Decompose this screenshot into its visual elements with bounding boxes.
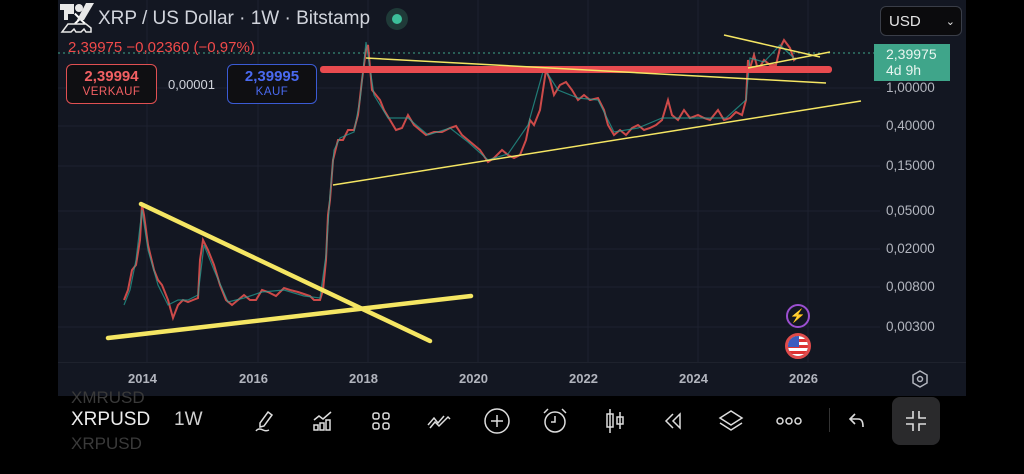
symbol-picker[interactable]: XRPUSD	[71, 409, 151, 430]
price-axis-label: 1,00000	[886, 80, 935, 95]
symbol-picker-prev[interactable]: XMRUSD	[71, 388, 145, 407]
last-price: 2,39975	[886, 46, 937, 62]
buy-button[interactable]: 2,39995 KAUF	[227, 64, 317, 104]
price-axis-label: 0,00800	[886, 279, 935, 294]
candlestick-plot[interactable]	[58, 0, 880, 362]
interval-picker[interactable]: 1W	[174, 409, 203, 430]
plus-circle-icon	[484, 408, 510, 434]
more-dots-icon	[776, 417, 802, 425]
tradingview-logo-icon[interactable]	[58, 0, 96, 34]
time-axis[interactable]	[58, 362, 966, 396]
templates-button[interactable]	[364, 404, 398, 438]
price-axis-label: 0,02000	[886, 241, 935, 256]
time-axis-label: 2020	[459, 371, 488, 386]
currency-dropdown[interactable]: USD ⌄	[880, 6, 962, 36]
add-button[interactable]	[480, 404, 514, 438]
time-axis-label: 2022	[569, 371, 598, 386]
undo-button[interactable]	[840, 404, 874, 438]
pen-icon	[255, 410, 274, 432]
replay-button[interactable]	[656, 404, 690, 438]
time-axis-label: 2014	[128, 371, 157, 386]
drawing-tools-button[interactable]	[248, 404, 282, 438]
layers-icon	[718, 410, 744, 431]
price-chart[interactable]: ✕ XRP / US Dollar · 1W · Bitstamp 2,3997…	[58, 0, 880, 362]
currency-value: USD	[889, 12, 921, 30]
symbol-picker-next[interactable]: XRPUSD	[71, 434, 142, 453]
chart-app: ✕ XRP / US Dollar · 1W · Bitstamp 2,3997…	[58, 0, 966, 474]
sell-label: VERKAUF	[82, 86, 141, 98]
more-button[interactable]	[772, 404, 806, 438]
price-axis-label: 0,40000	[886, 118, 935, 133]
lightning-event-icon[interactable]: ⚡	[786, 304, 810, 328]
time-axis-label: 2018	[349, 371, 378, 386]
rewind-icon	[664, 412, 681, 430]
market-status-icon	[386, 8, 409, 30]
grid-icon	[372, 412, 390, 430]
exit-fullscreen-button[interactable]	[892, 397, 940, 445]
undo-icon	[848, 413, 864, 428]
buy-label: KAUF	[255, 86, 289, 98]
layers-button[interactable]	[714, 404, 748, 438]
chart-type-button[interactable]	[598, 404, 632, 438]
chevron-down-icon: ⌄	[945, 15, 955, 28]
buy-price: 2,39995	[244, 68, 300, 85]
toolbar-divider	[829, 408, 830, 432]
sell-price: 2,39994	[84, 68, 139, 85]
indicators-icon	[313, 411, 332, 431]
indicators-button[interactable]	[306, 404, 340, 438]
last-price-tag: 2,39975 4d 9h	[874, 44, 950, 81]
us-economic-event-icon[interactable]	[785, 333, 811, 359]
alarm-clock-icon	[543, 408, 567, 433]
spread-value: 0,00001	[168, 77, 215, 92]
sell-button[interactable]: 2,39994 VERKAUF	[66, 64, 157, 104]
price-change: 2,39975 −0,02360 (−0,97%)	[68, 39, 255, 56]
collapse-icon	[906, 411, 926, 431]
alert-button[interactable]	[538, 404, 572, 438]
time-axis-label: 2016	[239, 371, 268, 386]
bottom-toolbar: XMRUSD XRPUSD XRPUSD 1W	[58, 388, 966, 453]
chart-title: ✕ XRP / US Dollar · 1W · Bitstamp	[70, 8, 409, 31]
price-axis-label: 0,15000	[886, 158, 935, 173]
price-axis-label: 0,05000	[886, 203, 935, 218]
compare-icon	[427, 415, 451, 429]
symbol-title: XRP / US Dollar · 1W · Bitstamp	[98, 8, 371, 29]
candles-icon	[606, 409, 624, 433]
time-axis-label: 2024	[679, 371, 708, 386]
chart-settings-icon[interactable]	[910, 369, 930, 389]
chart-area[interactable]: ✕ XRP / US Dollar · 1W · Bitstamp 2,3997…	[58, 0, 966, 396]
bar-countdown: 4d 9h	[886, 62, 922, 78]
compare-button[interactable]	[422, 404, 456, 438]
price-axis-label: 0,00300	[886, 319, 935, 334]
time-axis-label: 2026	[789, 371, 818, 386]
